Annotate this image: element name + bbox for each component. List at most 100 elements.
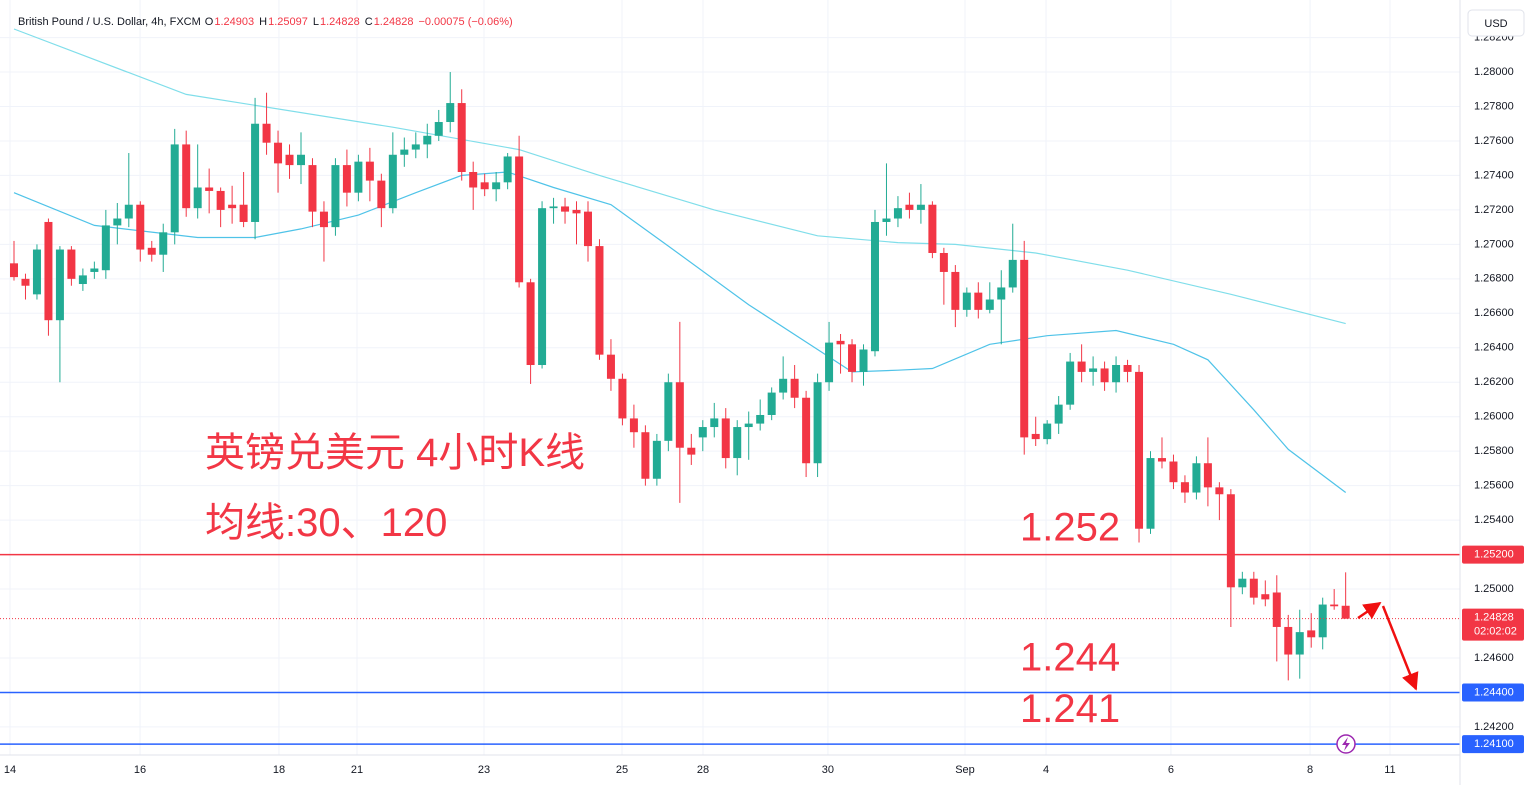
candle-body (1307, 630, 1316, 638)
ohlc-value: 1.24828 (374, 16, 414, 28)
candle-body (595, 246, 604, 355)
candle-body (1238, 578, 1247, 588)
candle-body (434, 122, 443, 136)
candle-body (870, 221, 879, 352)
x-tick-label: 28 (697, 764, 709, 776)
candle-body (1123, 365, 1132, 372)
y-tick-label: 1.27000 (1474, 238, 1514, 250)
candle-body (1226, 494, 1235, 588)
last-price-box (1462, 608, 1524, 641)
level-label-box (1462, 735, 1524, 754)
candle-body (411, 144, 420, 150)
moving-average (13, 28, 1346, 325)
candle-body (698, 427, 707, 438)
candle-body (1261, 594, 1270, 600)
candle-body (147, 247, 156, 255)
ohlc-label: H (259, 16, 267, 28)
candle-body (790, 378, 799, 398)
currency[interactable]: USD (1484, 18, 1507, 30)
candle-body (1020, 259, 1029, 438)
candle-body (78, 275, 87, 285)
x-tick-label: 4 (1043, 764, 1049, 776)
y-tick-label: 1.27200 (1474, 204, 1514, 216)
currency-button[interactable] (1467, 9, 1525, 37)
x-tick-label: 6 (1168, 764, 1174, 776)
candle-body (388, 154, 397, 209)
y-tick-label: 1.24200 (1474, 721, 1514, 733)
candle-body (67, 249, 76, 279)
candle-body (251, 123, 260, 222)
x-tick-label: 8 (1307, 764, 1313, 776)
candle-body (480, 182, 489, 190)
candle-body (1054, 404, 1063, 424)
candle-body (802, 397, 811, 464)
candle-body (1043, 423, 1052, 440)
candle-body (44, 221, 53, 321)
candle-body (457, 103, 466, 172)
candle-body (21, 278, 30, 286)
candle-body (985, 299, 994, 310)
candle-body (90, 268, 99, 272)
candle-body (55, 249, 64, 321)
candle-body (859, 349, 868, 372)
y-tick-label: 1.27600 (1474, 135, 1514, 147)
level-annotation: 1.241 (1020, 687, 1120, 731)
ohlc-label: C (365, 16, 373, 28)
candle-body (446, 103, 455, 123)
candle-body (882, 218, 891, 222)
level-label-box (1462, 683, 1524, 702)
candle-body (285, 154, 294, 166)
annotation-ma: 均线:30、120 (205, 501, 447, 545)
candle-body (205, 187, 214, 191)
candle-body (733, 427, 742, 459)
y-tick-label: 1.27400 (1474, 169, 1514, 181)
ohlc-value: 1.24828 (320, 16, 360, 28)
level-label: 1.24100 (1474, 738, 1514, 750)
candle-body (274, 142, 283, 164)
candle-body (675, 382, 684, 448)
candle-body (974, 292, 983, 310)
candle-body (1180, 482, 1189, 493)
ohlc-value: 1.25097 (268, 16, 308, 28)
candle-body (1146, 458, 1155, 529)
candle-body (825, 342, 834, 383)
candle-body (9, 263, 18, 278)
candle-body (1077, 361, 1086, 372)
candle-body (1112, 365, 1121, 383)
candle-body (1089, 368, 1098, 372)
candle-body (606, 354, 615, 379)
candle-body (928, 204, 937, 253)
candle-body (1318, 604, 1327, 638)
x-tick-label: Sep (955, 764, 975, 776)
candle-body (756, 414, 765, 424)
candle-body (503, 156, 512, 183)
candle-body (492, 182, 501, 190)
candle-body (767, 392, 776, 415)
axes: 1.282001.280001.278001.276001.274001.272… (4, 31, 1524, 776)
ohlc-label: O (205, 16, 214, 28)
candle-body (721, 418, 730, 459)
level-annotation: 1.252 (1020, 506, 1120, 550)
y-tick-label: 1.28000 (1474, 66, 1514, 78)
candle-body (664, 382, 673, 441)
candle-body (377, 180, 386, 209)
symbol-title: British Pound / U.S. Dollar, 4h, FXCM (18, 16, 201, 28)
candle-body (113, 218, 122, 226)
candle-body (710, 418, 719, 428)
candle-body (262, 123, 271, 143)
candle-body (951, 271, 960, 310)
candle-body (526, 282, 535, 366)
candle-body (997, 287, 1006, 300)
grid (0, 0, 1460, 755)
level-label-box (1462, 545, 1524, 564)
candle-body (354, 161, 363, 193)
candle-body (170, 144, 179, 233)
candle-body (515, 156, 524, 283)
candle-body (1341, 605, 1350, 619)
candle-body (629, 418, 638, 433)
y-tick-label: 1.25000 (1474, 583, 1514, 595)
candle-body (32, 249, 41, 295)
candle-body (939, 252, 948, 272)
candle-body (1031, 433, 1040, 440)
